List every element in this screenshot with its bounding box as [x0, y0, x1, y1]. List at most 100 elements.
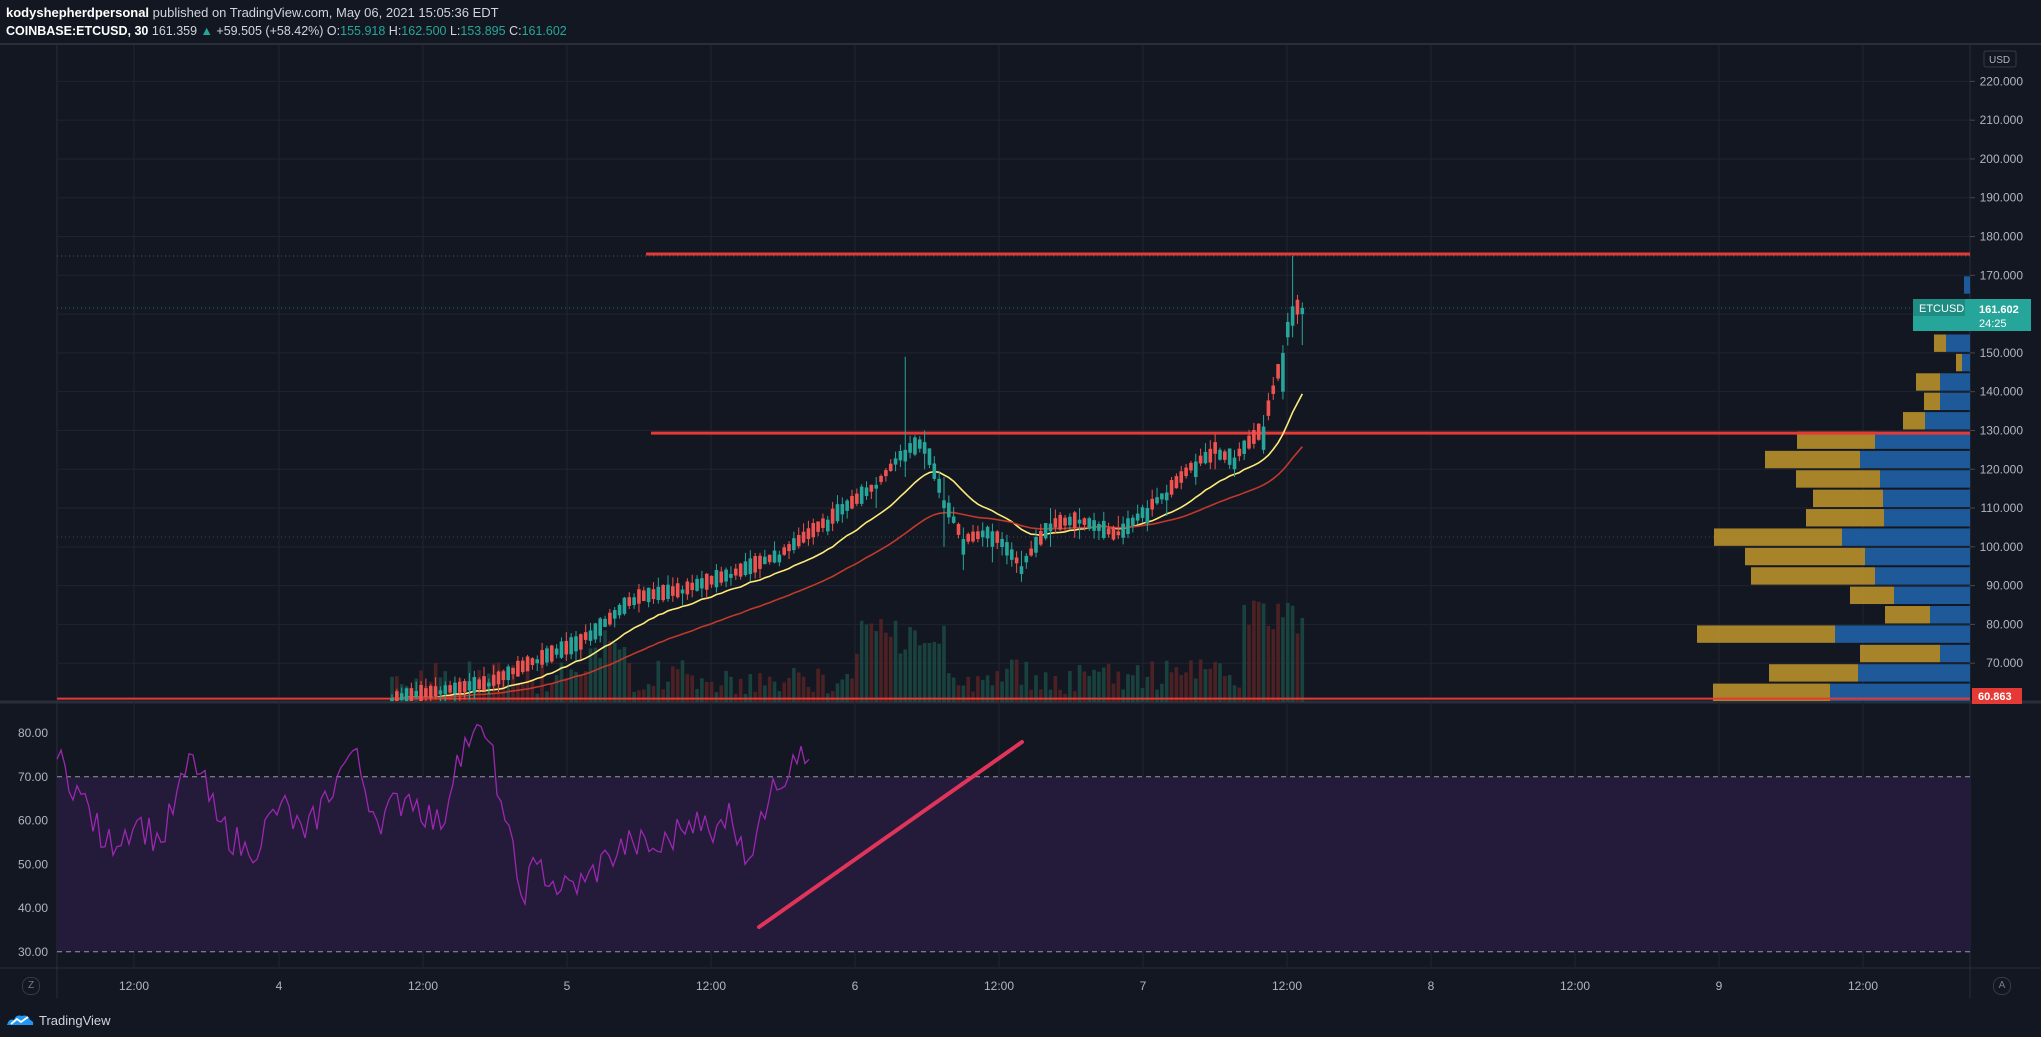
low-label: L:: [449, 24, 461, 38]
volume-bar: [637, 690, 641, 702]
time-tick-label: 8: [1428, 979, 1435, 993]
volume-bar: [913, 630, 917, 702]
candle-body: [511, 667, 515, 675]
candle-body: [530, 658, 535, 666]
volume-bar: [579, 674, 583, 702]
candle-body: [816, 521, 820, 532]
volume-profile-down: [1880, 470, 1970, 488]
volume-bar: [1285, 602, 1290, 702]
volume-bar: [990, 685, 995, 702]
candle-body: [1213, 442, 1217, 454]
close-value: 161.602: [521, 24, 567, 38]
candle-body: [801, 531, 806, 543]
volume-bar: [879, 619, 883, 702]
volume-bar: [888, 636, 893, 702]
volume-bar: [927, 642, 932, 702]
volume-bar: [646, 684, 651, 702]
volume-bar: [1092, 669, 1096, 702]
volume-bars: [390, 600, 1305, 702]
price-tick-label: 80.000: [1986, 617, 2023, 631]
candle-body: [414, 691, 419, 698]
volume-bar: [1223, 676, 1227, 702]
candle-body: [719, 571, 724, 583]
low-value: 153.895: [460, 24, 506, 38]
volume-bar: [574, 671, 578, 702]
volume-bar: [763, 685, 767, 702]
volume-bar: [390, 676, 394, 702]
candle-body: [516, 660, 520, 677]
candle-body: [424, 688, 428, 698]
volume-bar: [1208, 668, 1213, 702]
tradingview-logo-icon[interactable]: [6, 1012, 34, 1028]
rsi-tick-label: 40.00: [18, 901, 48, 915]
volume-bar: [947, 673, 951, 702]
candle-body: [1082, 518, 1087, 525]
volume-profile-down: [1940, 644, 1970, 663]
candle-body: [1300, 307, 1305, 315]
publish-info: published on TradingView.com, May 06, 20…: [152, 5, 499, 20]
volume-bar: [598, 658, 603, 702]
volume-profile-up: [1903, 412, 1925, 430]
volume-profile-up: [1714, 528, 1842, 546]
volume-bar: [1005, 668, 1009, 702]
zoom-reset-button[interactable]: Z: [22, 977, 40, 995]
volume-bar: [1174, 667, 1179, 702]
volume-profile-down: [1940, 392, 1970, 411]
volume-profile-up: [1765, 450, 1860, 469]
volume-bar: [709, 681, 714, 702]
author-name[interactable]: kodyshepherdpersonal: [6, 5, 150, 20]
chart-area[interactable]: 12:00 4 12:00 5 12:00 6 12:00 7 12:00 8 12:00 9 12:0…: [0, 0, 2041, 1005]
candle-body: [496, 671, 501, 685]
candle-body: [641, 590, 646, 601]
volume-profile-up: [1797, 431, 1875, 449]
candle-body: [704, 573, 709, 590]
volume-bar: [1000, 681, 1004, 702]
open-label: O:: [326, 24, 341, 38]
currency-box[interactable]: [1983, 50, 2017, 68]
candle-body: [1285, 321, 1290, 338]
volume-profile-down: [1875, 431, 1970, 449]
auto-scale-button[interactable]: A: [1993, 977, 2011, 995]
volume-bar: [758, 673, 762, 702]
volume-bar: [917, 645, 922, 702]
volume-bar: [1155, 689, 1159, 702]
candle-body: [1116, 531, 1121, 536]
candle-body: [467, 681, 472, 691]
candle-body: [1135, 513, 1140, 521]
volume-bar: [1048, 689, 1053, 702]
volume-bar: [656, 660, 661, 702]
candle-body: [1068, 516, 1072, 526]
volume-bar: [1116, 671, 1121, 702]
candle-body: [782, 547, 787, 555]
candles: [390, 255, 1305, 701]
time-tick-label: 7: [1140, 979, 1147, 993]
volume-profile-down: [1835, 625, 1970, 643]
volume-bar: [898, 653, 903, 702]
candle-body: [598, 618, 603, 636]
candle-body: [1043, 523, 1048, 539]
horizontal-levels[interactable]: [57, 252, 1970, 700]
candle-body: [1261, 426, 1266, 450]
candle-body: [753, 556, 757, 573]
volume-bar: [714, 692, 719, 702]
candle-body: [922, 442, 927, 454]
candle-body: [632, 597, 636, 606]
volume-bar: [661, 689, 665, 702]
volume-bar: [951, 677, 956, 702]
volume-bar: [942, 625, 946, 702]
candle-body: [549, 645, 554, 662]
volume-profile-down: [1884, 509, 1970, 527]
volume-bar: [1295, 633, 1300, 702]
candle-body: [1174, 476, 1179, 489]
volume-bar: [632, 691, 636, 702]
symbol-label[interactable]: COINBASE:ETCUSD, 30: [6, 24, 149, 38]
time-tick-label: 12:00: [1560, 979, 1590, 993]
candle-body: [709, 575, 714, 585]
ema-slow-line: [391, 446, 1303, 700]
candle-body: [888, 463, 893, 471]
candle-body: [564, 640, 569, 655]
volume-profile-down: [1883, 489, 1970, 508]
brand-name[interactable]: TradingView: [39, 1012, 111, 1028]
high-label: H:: [388, 24, 402, 38]
candle-body: [1092, 520, 1096, 531]
